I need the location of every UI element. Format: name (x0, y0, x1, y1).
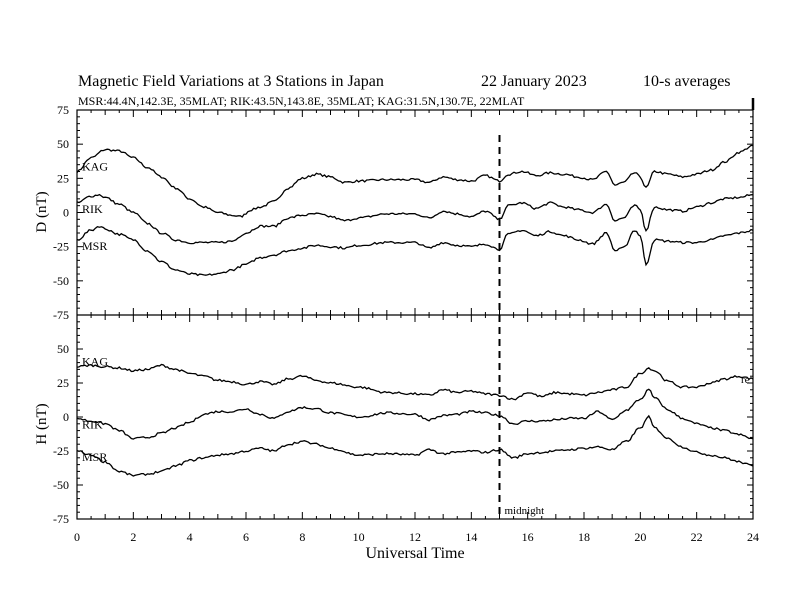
series-label-rik: RIK (82, 417, 103, 431)
y-tick-label: 0 (63, 410, 69, 424)
x-tick-label: 6 (243, 530, 249, 544)
x-axis-label: Universal Time (365, 545, 464, 562)
y-tick-label: 75 (57, 103, 69, 117)
midnight-label: midnight (505, 505, 545, 517)
x-tick-label: 10 (353, 530, 365, 544)
y-tick-label: -75 (53, 512, 69, 526)
x-tick-label: 14 (465, 530, 477, 544)
series-line-h-kag (76, 363, 754, 401)
station-coordinates: MSR:44.4N,142.3E, 35MLAT; RIK:43.5N,143.… (78, 94, 525, 108)
series-line-h-msr (76, 414, 754, 477)
x-tick-label: 4 (187, 530, 193, 544)
x-tick-label: 0 (74, 530, 80, 544)
series-label-kag: KAG (82, 160, 108, 174)
x-tick-label: 18 (578, 530, 590, 544)
x-tick-label: 8 (299, 530, 305, 544)
y-tick-label: -75 (53, 308, 69, 322)
y-tick-label: -25 (53, 240, 69, 254)
x-tick-label: 12 (409, 530, 421, 544)
edge-label: re (741, 374, 750, 386)
averaging-note: 10-s averages (643, 73, 731, 90)
chart-date: 22 January 2023 (481, 73, 587, 90)
y-tick-label: -50 (53, 274, 69, 288)
y-tick-label: -50 (53, 478, 69, 492)
y-tick-label: 25 (57, 171, 69, 185)
x-tick-label: 2 (130, 530, 136, 544)
series-line-d-kag (76, 144, 754, 218)
series-line-d-rik (76, 193, 754, 245)
h-panel-y-label: H (nT) (34, 403, 50, 444)
series-line-h-rik (76, 388, 754, 440)
d-panel-y-label: D (nT) (34, 191, 50, 232)
series-label-msr: MSR (82, 450, 107, 464)
y-tick-label: 50 (57, 137, 69, 151)
y-tick-label: 0 (63, 206, 69, 220)
series-label-rik: RIK (82, 202, 103, 216)
x-tick-label: 24 (747, 530, 759, 544)
x-tick-label: 16 (522, 530, 534, 544)
x-tick-label: 22 (691, 530, 703, 544)
y-tick-label: -25 (53, 444, 69, 458)
chart-title: Magnetic Field Variations at 3 Stations … (78, 73, 384, 90)
y-tick-label: 50 (57, 342, 69, 356)
y-tick-label: 25 (57, 376, 69, 390)
x-tick-label: 20 (634, 530, 646, 544)
series-line-d-msr (76, 225, 754, 277)
series-label-kag: KAG (82, 355, 108, 369)
series-label-msr: MSR (82, 239, 107, 253)
